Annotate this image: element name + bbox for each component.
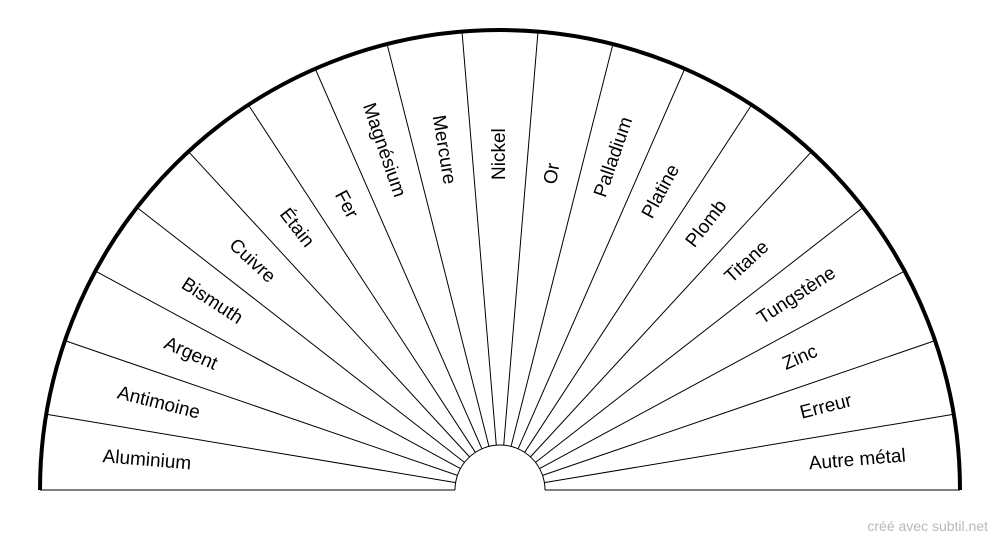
sector-label: Autre métal bbox=[808, 445, 907, 474]
fan-chart-svg: AluminiumAntimoineArgentBismuthCuivreÉta… bbox=[0, 0, 1000, 540]
sector-label: Tungstène bbox=[754, 263, 840, 329]
sector-divider bbox=[315, 69, 482, 449]
fan-chart-container: AluminiumAntimoineArgentBismuthCuivreÉta… bbox=[0, 0, 1000, 540]
sector-divider bbox=[387, 44, 489, 446]
sector-divider bbox=[518, 69, 685, 449]
sector-label: Antimoine bbox=[115, 383, 202, 424]
sector-label: Zinc bbox=[779, 341, 820, 375]
sector-divider bbox=[462, 32, 496, 446]
sector-divider bbox=[504, 32, 538, 446]
sector-label: Palladium bbox=[590, 114, 637, 200]
sector-label: Fer bbox=[330, 187, 362, 223]
sector-label: Cuivre bbox=[225, 235, 280, 288]
credit-text: créé avec subtil.net bbox=[867, 518, 988, 534]
sector-label: Titane bbox=[721, 237, 774, 288]
sector-label: Nickel bbox=[489, 128, 510, 180]
sector-label: Étain bbox=[275, 204, 318, 251]
sector-label: Erreur bbox=[798, 390, 855, 423]
outer-arc bbox=[40, 30, 960, 490]
sector-label: Aluminium bbox=[102, 446, 192, 474]
sector-divider bbox=[511, 44, 613, 446]
sector-label: Mercure bbox=[428, 114, 460, 186]
sector-label: Platine bbox=[638, 161, 684, 222]
sector-divider bbox=[525, 105, 752, 452]
inner-arc bbox=[455, 445, 545, 490]
sector-label: Argent bbox=[161, 333, 221, 375]
sector-label: Or bbox=[540, 161, 564, 186]
sector-label: Plomb bbox=[682, 196, 732, 251]
